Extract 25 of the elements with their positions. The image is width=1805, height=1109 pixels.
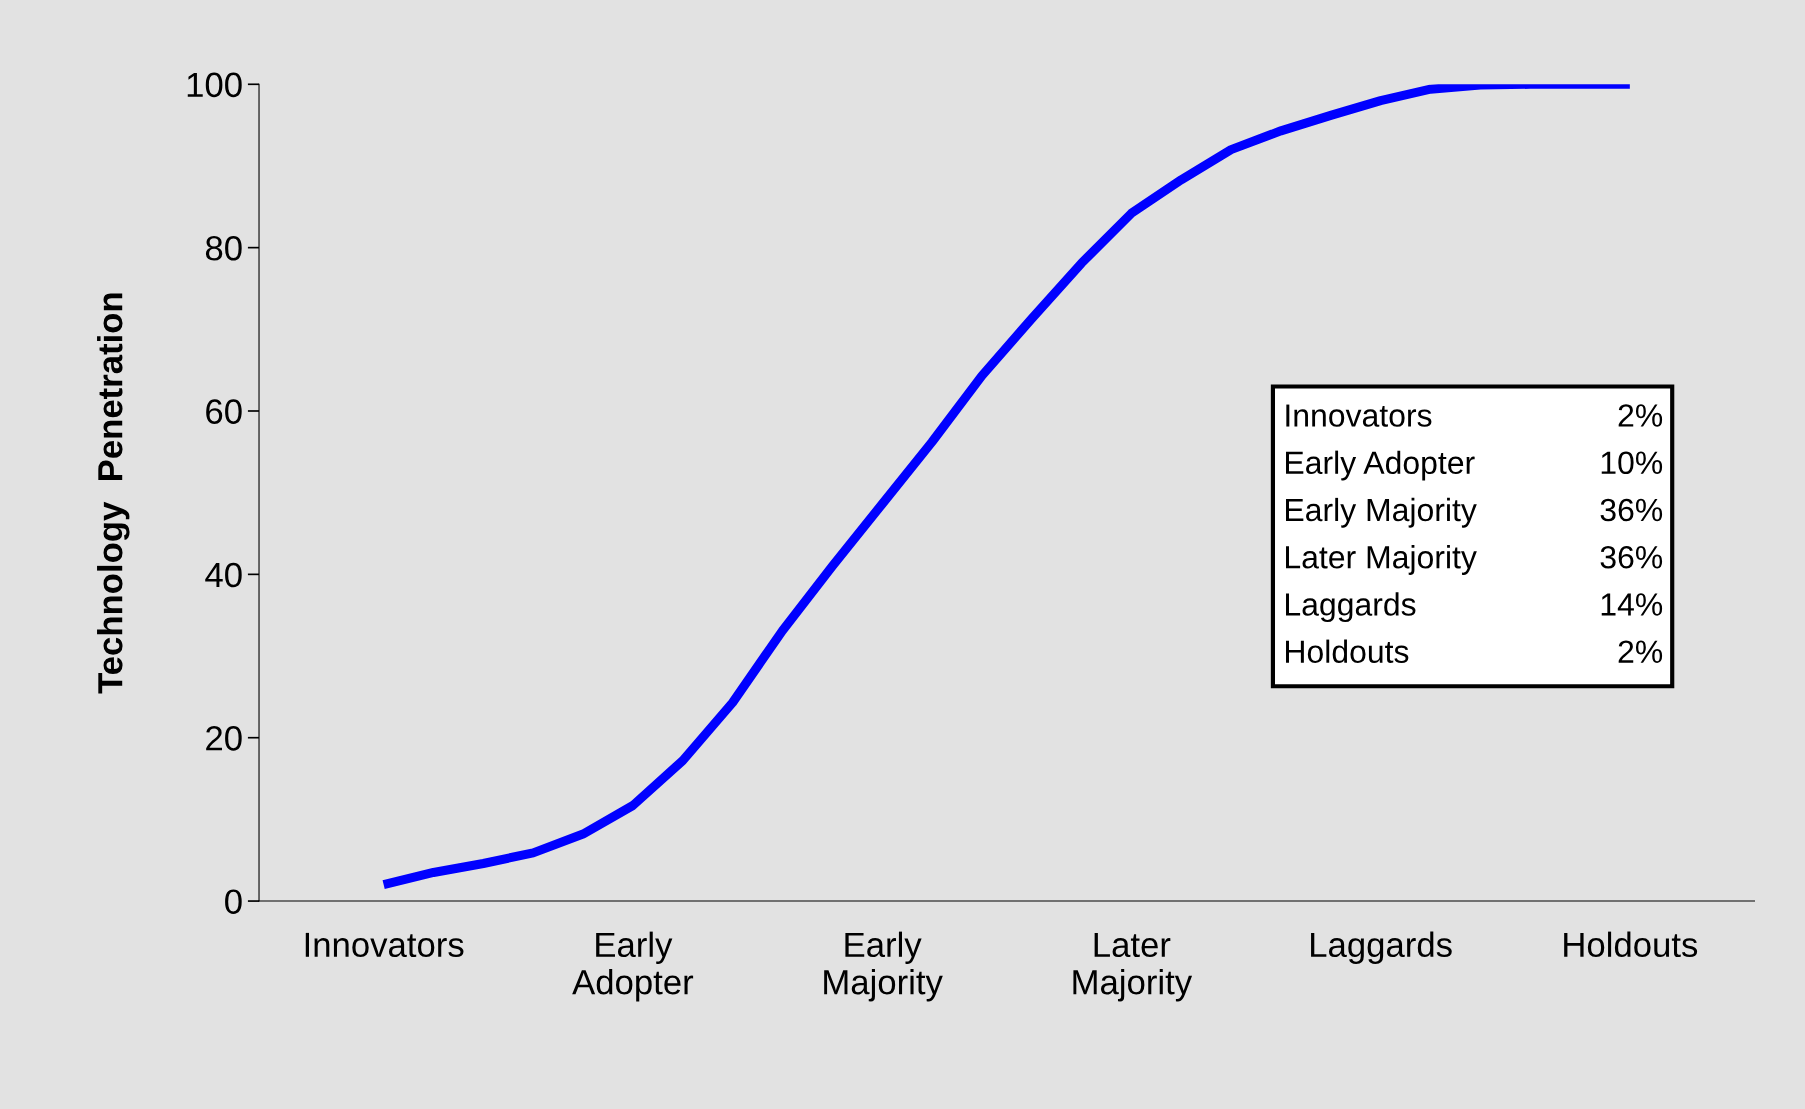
- y-tick-label: 20: [206, 726, 242, 751]
- x-tick-label: Early Adopter: [572, 931, 694, 1002]
- annotation: Later Majority: [1286, 545, 1477, 575]
- annotation: Laggards: [1286, 592, 1416, 623]
- annotation: 2%: [1618, 404, 1663, 427]
- x-tick-label: Innovators: [305, 932, 464, 958]
- annotation: 10%: [1601, 451, 1663, 475]
- y-tick-label: 0: [225, 889, 242, 914]
- y-tick-label: 40: [205, 562, 242, 588]
- y-tick-label: 60: [206, 399, 242, 424]
- annotation: Early Adopter: [1286, 450, 1475, 481]
- annotation: 36%: [1600, 545, 1663, 569]
- annotation: Holdouts: [1286, 639, 1409, 664]
- x-tick-label: Later Majority: [1073, 932, 1193, 1002]
- annotation: 14%: [1601, 593, 1663, 616]
- annotation: Early Majority: [1286, 497, 1477, 528]
- x-tick-label: Early Majority: [824, 931, 943, 1002]
- annotation: 36%: [1600, 498, 1663, 522]
- x-tick-label: Laggards: [1311, 931, 1452, 964]
- annotation: 2%: [1618, 640, 1663, 663]
- y-tick-label: 100: [187, 72, 242, 98]
- x-tick-label: Holdouts: [1564, 931, 1698, 958]
- annotation: Innovators: [1286, 404, 1432, 427]
- y-axis-title: Technology Penetration: [97, 293, 130, 694]
- y-tick-label: 80: [205, 235, 242, 261]
